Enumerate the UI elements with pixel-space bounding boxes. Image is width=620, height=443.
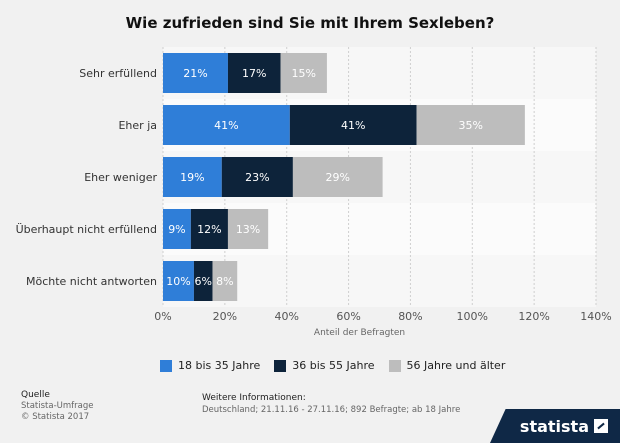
data-label: 35% xyxy=(459,119,483,132)
legend-label: 56 Jahre und älter xyxy=(406,359,506,372)
bar-segment xyxy=(163,209,191,249)
legend-swatch xyxy=(388,359,401,372)
data-label: 17% xyxy=(242,67,266,80)
x-tick-label: 80% xyxy=(398,310,422,323)
data-label: 21% xyxy=(183,67,207,80)
category-label: Eher weniger xyxy=(84,171,157,184)
brand-name: statista xyxy=(519,416,589,436)
category-label: Eher ja xyxy=(118,119,157,132)
bar-segment xyxy=(227,53,281,93)
bar-segment xyxy=(163,157,222,197)
x-tick-label: 140% xyxy=(580,310,611,323)
bar-segment xyxy=(163,261,194,301)
bar-segment xyxy=(289,105,417,145)
legend-swatch xyxy=(274,359,287,372)
bar-segment xyxy=(280,53,327,93)
x-tick-label: 120% xyxy=(518,310,549,323)
data-label: 10% xyxy=(166,275,190,288)
category-label: Möchte nicht antworten xyxy=(26,275,157,288)
source-block: Quelle Statista-Umfrage © Statista 2017 xyxy=(21,390,94,423)
data-label: 29% xyxy=(326,171,350,184)
source-heading: Quelle xyxy=(21,390,50,400)
legend-swatch xyxy=(160,359,172,372)
legend-item[interactable]: 36 bis 55 Jahre xyxy=(274,359,375,372)
category-label: Sehr erfüllend xyxy=(79,67,157,80)
data-label: 15% xyxy=(291,67,315,80)
data-label: 41% xyxy=(214,119,238,132)
data-label: 6% xyxy=(194,275,211,288)
legend-item[interactable]: 18 bis 35 Jahre xyxy=(160,359,260,372)
statista-logo[interactable]: statista xyxy=(490,409,620,443)
copyright-line: © Statista 2017 xyxy=(21,412,90,422)
data-label: 23% xyxy=(245,171,269,184)
data-label: 13% xyxy=(236,223,260,236)
x-tick-label: 20% xyxy=(213,310,237,323)
bar-segment xyxy=(227,209,269,249)
bar-segment xyxy=(163,105,290,145)
legend-label: 18 bis 35 Jahre xyxy=(178,359,261,372)
bar-segment xyxy=(193,261,213,301)
bar-segment xyxy=(292,157,383,197)
x-tick-label: 40% xyxy=(274,310,298,323)
bar-segment xyxy=(163,53,228,93)
statista-logo-icon xyxy=(594,419,608,433)
x-tick-label: 0% xyxy=(154,310,171,323)
category-label: Überhaupt nicht erfüllend xyxy=(16,223,157,236)
bar-segment xyxy=(212,261,238,301)
bar-segment xyxy=(416,105,525,145)
legend: 18 bis 35 Jahre 36 bis 55 Jahre 56 Jahre u… xyxy=(160,359,505,372)
x-tick-label: 100% xyxy=(457,310,488,323)
data-label: 9% xyxy=(168,223,185,236)
legend-item[interactable]: 56 Jahre und älter xyxy=(388,359,506,372)
chart-title: Wie zufrieden sind Sie mit Ihrem Sexlebe… xyxy=(125,14,495,32)
x-axis-label: Anteil der Befragten xyxy=(314,328,405,338)
bar-segment xyxy=(190,209,228,249)
info-text: Deutschland; 21.11.16 - 27.11.16; 892 Be… xyxy=(202,405,461,415)
source-line: Statista-Umfrage xyxy=(21,401,94,411)
info-block: Weitere Informationen: Deutschland; 21.1… xyxy=(202,392,460,416)
x-tick-label: 60% xyxy=(336,310,360,323)
legend-label: 36 bis 55 Jahre xyxy=(292,359,375,372)
data-label: 8% xyxy=(216,275,233,288)
info-heading: Weitere Informationen: xyxy=(202,393,306,403)
data-label: 41% xyxy=(341,119,365,132)
bar-segment xyxy=(221,157,293,197)
data-label: 19% xyxy=(180,171,204,184)
data-label: 12% xyxy=(197,223,221,236)
